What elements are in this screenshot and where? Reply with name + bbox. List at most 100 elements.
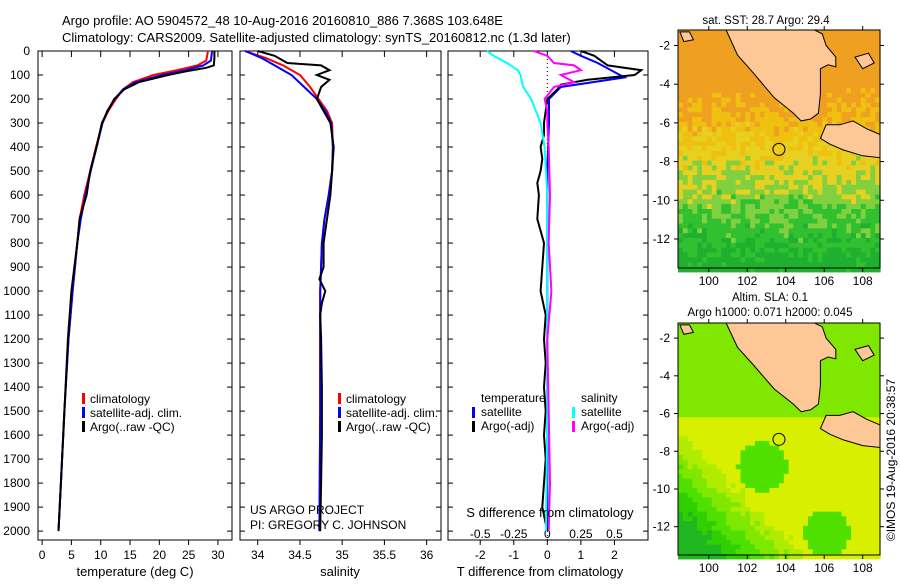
map-cell: [851, 506, 857, 513]
map-cell: [846, 455, 852, 461]
map-cell: [851, 92, 857, 99]
map-cell: [750, 146, 756, 152]
map-cell: [678, 83, 684, 89]
map-cell: [755, 544, 761, 550]
map-cell: [764, 422, 770, 428]
map-cell: [730, 360, 737, 366]
map-cell: [745, 431, 751, 437]
map-cell: [721, 238, 727, 244]
map-cell: [774, 398, 780, 404]
map-cell: [678, 223, 684, 229]
map-cell: [745, 365, 751, 371]
map-cell: [870, 506, 876, 513]
map-cell: [841, 30, 847, 36]
map-cell: [831, 88, 838, 94]
map-cell: [851, 478, 857, 484]
map-cell: [836, 228, 843, 234]
map-cell: [783, 146, 790, 152]
map-cell: [706, 327, 713, 333]
map-cell: [678, 440, 684, 447]
map-cell: [846, 238, 852, 244]
map-cell: [846, 473, 852, 480]
map-cell: [702, 175, 708, 181]
map-cell: [764, 440, 770, 447]
map-cell: [769, 549, 775, 555]
map-cell: [759, 199, 766, 205]
map-cell: [812, 160, 819, 166]
map-cell: [702, 544, 708, 550]
map-cell: [706, 544, 713, 550]
map-cell: [817, 233, 823, 239]
map-cell: [697, 83, 703, 89]
map-cell: [841, 488, 847, 494]
map-cell: [846, 393, 852, 399]
map-cell: [841, 160, 847, 166]
map-cell: [721, 351, 727, 357]
map-cell: [827, 63, 833, 70]
map-cell: [841, 267, 847, 273]
map-cell: [716, 170, 722, 176]
map-cell: [831, 102, 838, 108]
map-cell: [788, 502, 794, 508]
map-cell: [846, 374, 852, 381]
map-cell: [779, 539, 785, 546]
map-cell: [702, 233, 708, 239]
map-cell: [870, 483, 876, 489]
map-cell: [841, 54, 847, 60]
map-cell: [702, 407, 708, 414]
map-cell: [870, 516, 876, 522]
map-cell: [856, 44, 862, 50]
map-cell: [856, 473, 862, 480]
map-cell: [750, 102, 756, 108]
map-cell: [812, 257, 819, 263]
lon-tick-label: 100: [699, 274, 719, 288]
map-cell: [812, 516, 819, 522]
map-cell: [730, 459, 737, 465]
map-cell: [788, 247, 794, 254]
map-cell: [827, 488, 833, 494]
map-cell: [687, 492, 693, 499]
map-cell: [827, 511, 833, 517]
legend-label: satellite-adj. clim.: [90, 406, 182, 420]
map-cell: [779, 544, 785, 550]
map-cell: [841, 455, 847, 461]
map-cell: [726, 257, 732, 263]
map-cell: [755, 393, 761, 399]
map-cell: [817, 252, 823, 258]
map-cell: [697, 92, 703, 99]
map-cell: [875, 478, 881, 484]
map-cell: [711, 170, 718, 176]
map-cell: [711, 102, 718, 108]
map-cell: [735, 360, 742, 366]
map-cell: [721, 389, 727, 395]
map-cell: [730, 54, 737, 60]
map-cell: [735, 233, 742, 239]
map-cell: [692, 455, 698, 461]
map-cell: [721, 473, 727, 480]
map-cell: [779, 155, 785, 162]
map-cell: [697, 356, 703, 362]
map-cell: [846, 403, 852, 409]
map-cell: [678, 39, 684, 46]
map-cell: [687, 398, 693, 404]
map-cell: [774, 469, 780, 475]
map-cell: [831, 455, 838, 461]
map-cell: [769, 165, 775, 171]
map-cell: [706, 445, 713, 451]
map-cell: [779, 488, 785, 494]
map-cell: [745, 384, 751, 390]
t-diff-xlabel: T difference from climatology: [457, 564, 624, 579]
map-cell: [812, 136, 819, 142]
map-cell: [697, 117, 703, 123]
map-cell: [697, 63, 703, 70]
map-cell: [779, 521, 785, 527]
map-cell: [735, 228, 742, 234]
map-cell: [803, 242, 809, 249]
map-cell: [721, 431, 727, 437]
map-cell: [678, 233, 684, 239]
map-cell: [711, 332, 718, 338]
map-cell: [750, 389, 756, 395]
map-cell: [726, 199, 732, 205]
map-cell: [827, 199, 833, 205]
map-cell: [759, 165, 766, 171]
